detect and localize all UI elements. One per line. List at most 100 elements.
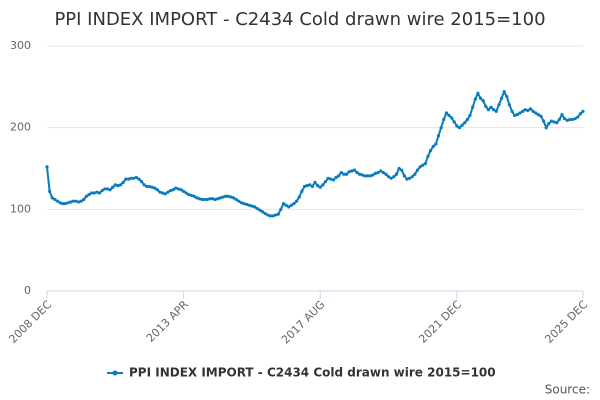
source: Source:: [545, 383, 590, 397]
data-point: [536, 113, 540, 117]
data-point: [502, 90, 506, 94]
data-point: [326, 176, 330, 180]
data-point: [576, 115, 580, 119]
data-point: [287, 205, 291, 209]
data-point: [103, 187, 107, 191]
data-point: [255, 206, 259, 211]
data-point: [381, 170, 385, 175]
data-point: [531, 109, 535, 113]
data-point: [137, 177, 141, 181]
data-point: [376, 170, 380, 175]
data-point: [132, 176, 136, 180]
data-point: [352, 168, 357, 172]
data-point: [323, 179, 328, 184]
data-point: [55, 199, 60, 203]
data-point: [53, 197, 57, 202]
data-point: [355, 170, 359, 175]
data-point: [568, 117, 572, 122]
data-point: [544, 126, 548, 130]
data-point: [384, 172, 388, 176]
data-point: [426, 154, 430, 158]
data-point: [365, 174, 370, 178]
data-point: [153, 186, 157, 190]
data-point: [69, 200, 73, 204]
data-point: [552, 120, 556, 124]
data-point: [200, 197, 204, 202]
data-point: [147, 184, 152, 189]
data-point: [111, 185, 115, 189]
data-point: [465, 117, 469, 122]
data-point: [492, 108, 496, 112]
data-point: [192, 194, 196, 198]
data-point: [363, 174, 367, 178]
data-point: [237, 199, 241, 203]
data-point: [560, 113, 564, 117]
data-point: [557, 117, 561, 122]
data-point: [452, 120, 456, 124]
data-point: [92, 191, 96, 195]
data-point: [415, 168, 420, 172]
data-point: [563, 117, 567, 121]
data-point: [444, 111, 448, 115]
data-point: [484, 104, 488, 109]
data-point: [321, 183, 325, 187]
data-point: [450, 116, 454, 120]
data-point: [342, 172, 346, 176]
data-point: [208, 197, 212, 201]
data-point: [124, 177, 128, 181]
data-point: [266, 213, 270, 217]
data-point: [116, 184, 120, 188]
data-point: [468, 113, 472, 118]
y-tick-label: 300: [10, 39, 31, 52]
data-point: [339, 170, 343, 175]
data-point: [118, 183, 123, 187]
data-point: [48, 189, 52, 193]
data-point: [295, 199, 299, 203]
data-point: [242, 202, 246, 206]
data-point: [439, 126, 443, 130]
data-point: [168, 188, 173, 193]
data-point: [331, 178, 335, 182]
data-point: [84, 194, 89, 198]
data-point: [310, 184, 314, 189]
data-point: [166, 190, 170, 194]
data-point: [510, 109, 514, 113]
data-point: [142, 183, 146, 187]
data-point: [58, 201, 62, 205]
data-point: [155, 188, 159, 192]
data-point: [379, 169, 383, 173]
data-point: [489, 105, 493, 109]
data-point: [358, 172, 362, 176]
data-point: [82, 197, 86, 202]
data-point: [258, 208, 262, 212]
data-point: [407, 176, 412, 180]
data-point: [302, 184, 307, 189]
data-point: [45, 165, 49, 169]
data-point: [478, 96, 483, 100]
data-point: [570, 117, 575, 122]
data-point: [386, 175, 391, 179]
data-point: [108, 188, 112, 192]
data-point: [203, 197, 207, 202]
data-point: [213, 197, 217, 202]
data-point: [250, 204, 254, 208]
data-point: [100, 188, 104, 193]
data-point: [216, 197, 220, 201]
data-point: [197, 197, 201, 201]
data-point: [292, 202, 296, 206]
data-point: [505, 95, 509, 99]
data-point: [74, 199, 78, 203]
data-point: [150, 185, 154, 189]
data-point: [436, 134, 441, 138]
y-tick-label: 200: [10, 121, 31, 134]
data-point: [413, 172, 417, 176]
data-point: [392, 175, 396, 179]
data-point: [578, 112, 582, 116]
data-point: [455, 124, 459, 128]
data-point: [565, 118, 569, 122]
data-point: [523, 108, 527, 112]
data-point: [305, 184, 309, 188]
y-tick-label: 100: [10, 202, 31, 215]
data-point: [316, 184, 320, 188]
data-point: [344, 172, 349, 176]
